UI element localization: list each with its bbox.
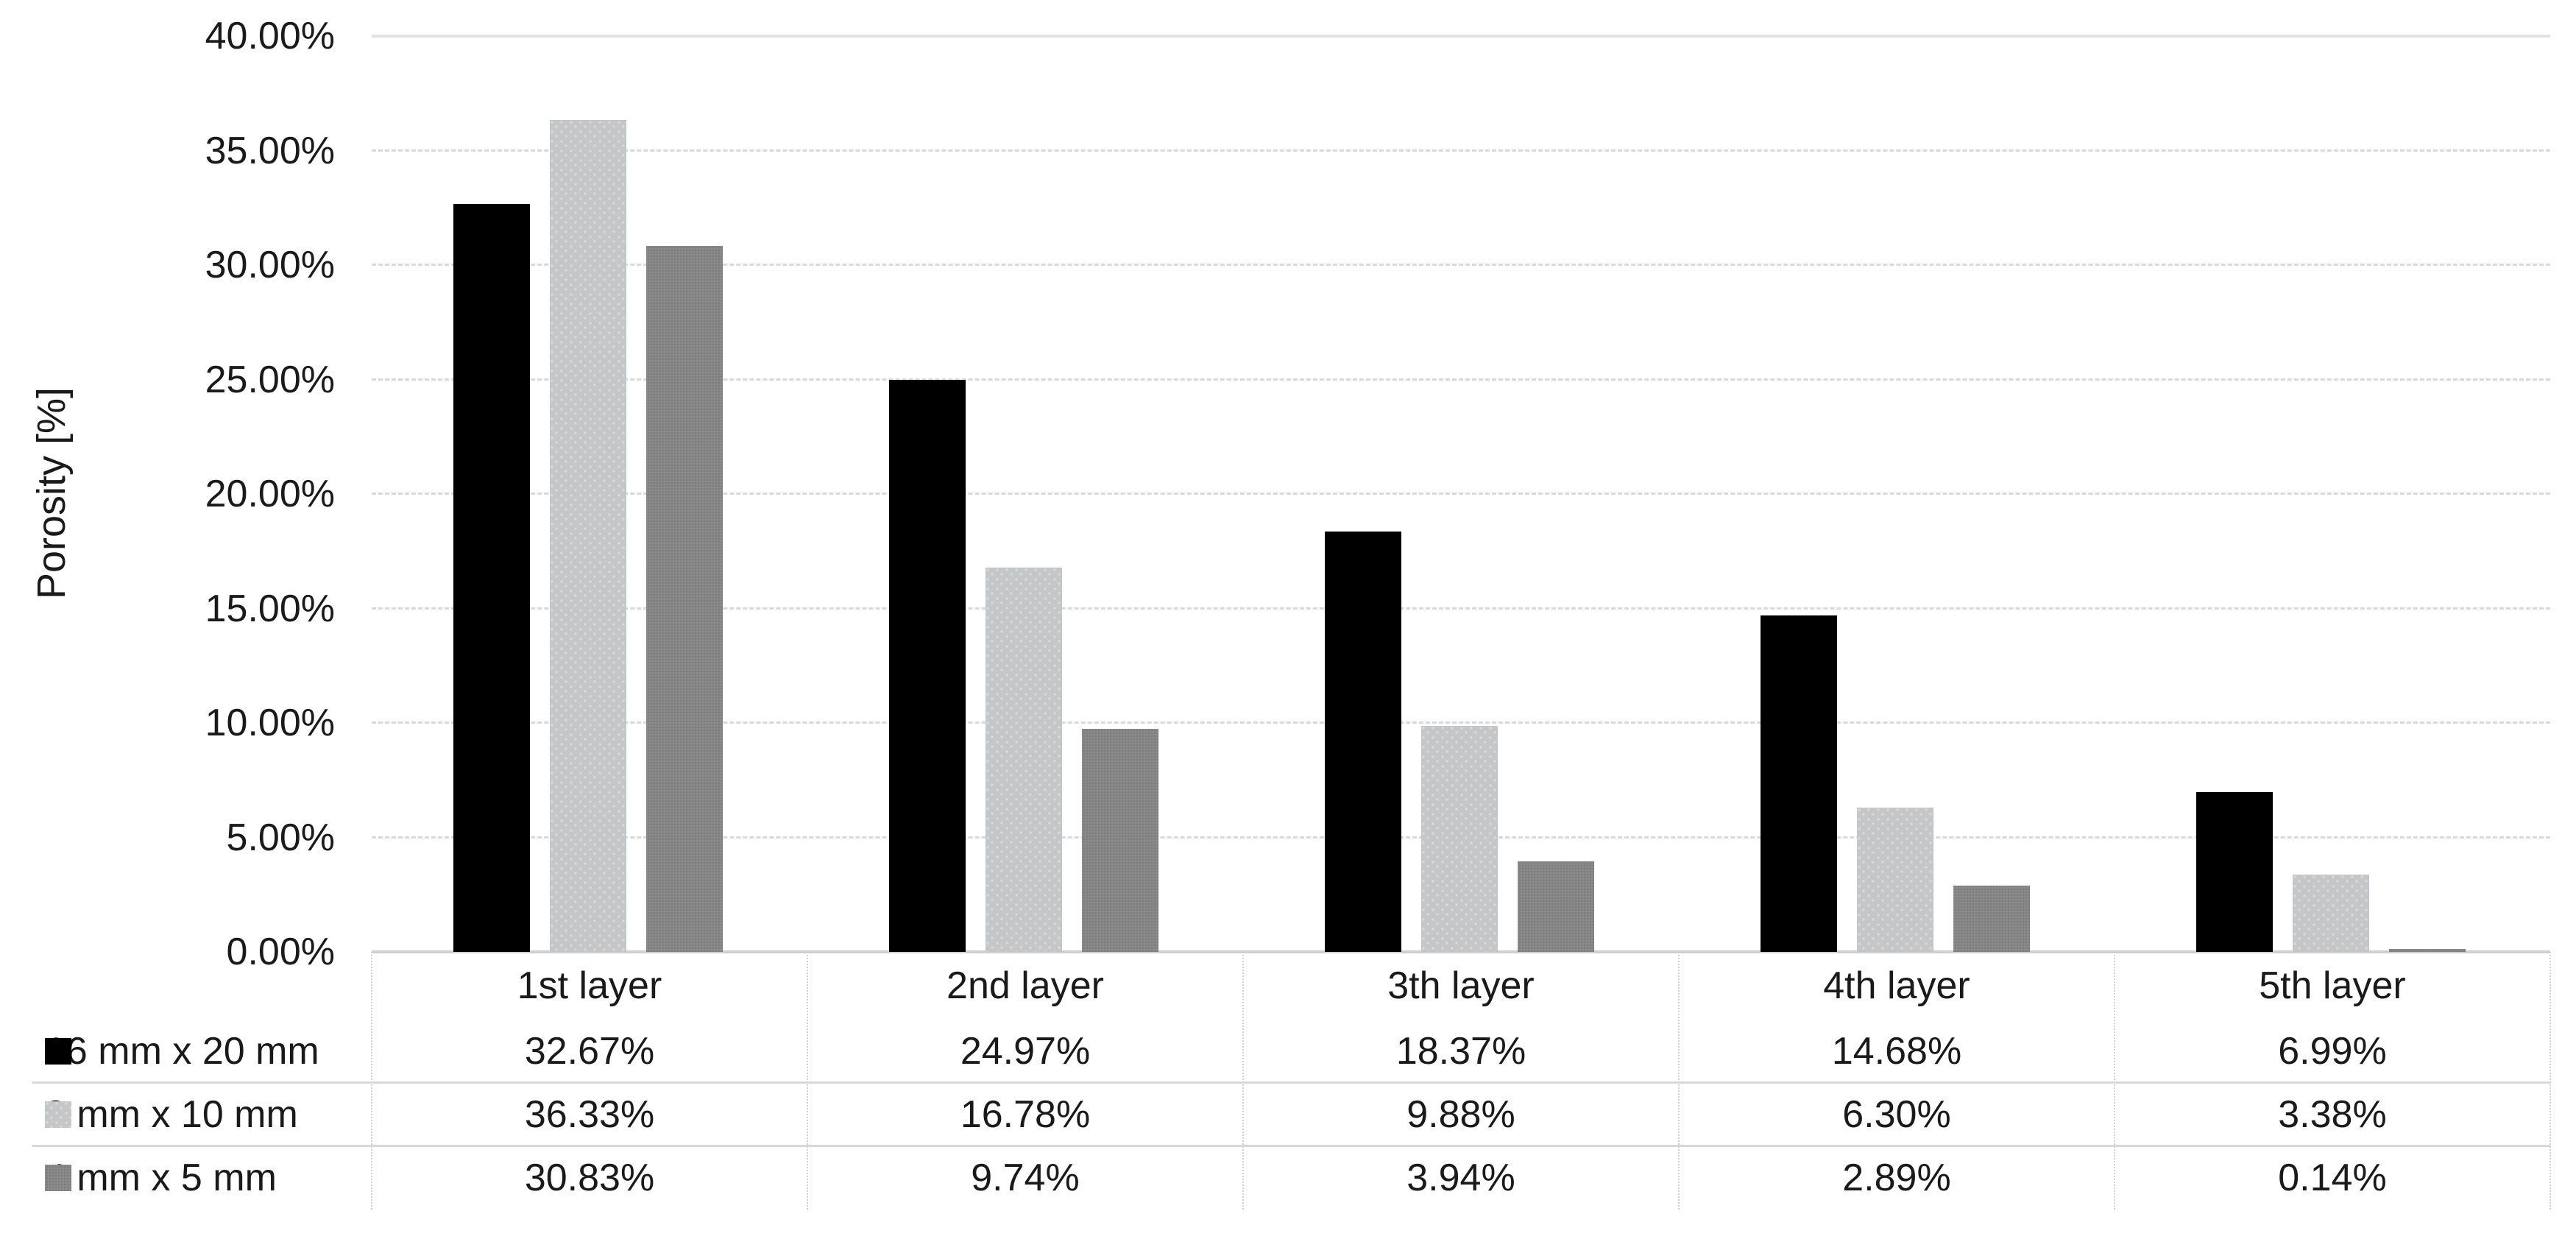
bar-8mmx10mm-1stlayer bbox=[550, 120, 626, 952]
x-axis-line bbox=[372, 950, 2550, 953]
table-column-separator bbox=[807, 952, 808, 1210]
bar-8mmx10mm-2ndlayer bbox=[986, 568, 1062, 952]
legend-swatch-icon bbox=[45, 1038, 71, 1065]
table-value-cell: 14.68% bbox=[1831, 1030, 1962, 1073]
category-header-2: 2nd layer bbox=[946, 964, 1104, 1007]
table-value-cell: 0.14% bbox=[2278, 1157, 2387, 1199]
y-axis-tick-label: 35.00% bbox=[205, 129, 335, 172]
bar-4mmx5mm-5thlayer bbox=[2389, 949, 2466, 952]
y-axis-tick-label: 30.00% bbox=[205, 244, 335, 286]
bar-16mmx20mm-5thlayer bbox=[2196, 792, 2273, 952]
y-gridline bbox=[372, 378, 2550, 381]
table-value-cell: 18.37% bbox=[1395, 1030, 1526, 1073]
bar-16mmx20mm-3thlayer bbox=[1325, 532, 1401, 952]
y-axis-tick-label: 5.00% bbox=[226, 816, 335, 859]
y-axis-tick-label: 40.00% bbox=[205, 15, 335, 57]
legend-series-name: 16 mm x 20 mm bbox=[45, 1030, 319, 1073]
bar-4mmx5mm-4thlayer bbox=[1953, 886, 2030, 952]
table-value-cell: 2.89% bbox=[1842, 1157, 1951, 1199]
category-header-1: 1st layer bbox=[517, 964, 662, 1007]
y-axis-title: Porosity [%] bbox=[29, 386, 74, 600]
table-value-cell: 16.78% bbox=[960, 1093, 1091, 1136]
table-value-cell: 32.67% bbox=[524, 1030, 655, 1073]
y-gridline bbox=[372, 264, 2550, 266]
category-header-3: 3th layer bbox=[1387, 964, 1535, 1007]
bar-8mmx10mm-3thlayer bbox=[1421, 726, 1498, 952]
category-header-5: 5th layer bbox=[2259, 964, 2406, 1007]
legend-row-2: 8 mm x 10 mm bbox=[45, 1083, 372, 1146]
table-value-cell: 6.99% bbox=[2278, 1030, 2387, 1073]
y-axis-tick-label: 10.00% bbox=[205, 702, 335, 744]
legend-row-3: 4 mm x 5 mm bbox=[45, 1146, 372, 1210]
bar-8mmx10mm-4thlayer bbox=[1857, 808, 1933, 952]
y-gridline bbox=[372, 607, 2550, 610]
legend-swatch-icon bbox=[45, 1101, 71, 1128]
table-row-separator bbox=[32, 1081, 2550, 1084]
bar-16mmx20mm-2ndlayer bbox=[889, 380, 966, 952]
table-column-separator bbox=[2114, 952, 2115, 1210]
bar-16mmx20mm-1stlayer bbox=[453, 204, 530, 952]
y-gridline bbox=[372, 493, 2550, 495]
y-axis-tick-label: 15.00% bbox=[205, 587, 335, 630]
y-axis-tick-label: 25.00% bbox=[205, 358, 335, 401]
legend-row-1: 16 mm x 20 mm bbox=[45, 1020, 372, 1083]
bar-16mmx20mm-4thlayer bbox=[1761, 615, 1837, 952]
table-column-separator bbox=[1242, 952, 1244, 1210]
table-row-separator bbox=[32, 1145, 2550, 1147]
y-axis-tick-label: 0.00% bbox=[226, 931, 335, 973]
table-column-separator bbox=[2550, 952, 2551, 1210]
y-gridline bbox=[372, 149, 2550, 152]
table-value-cell: 9.88% bbox=[1406, 1093, 1515, 1136]
y-axis-tick-label: 20.00% bbox=[205, 473, 335, 515]
table-value-cell: 3.94% bbox=[1406, 1157, 1515, 1199]
table-value-cell: 9.74% bbox=[971, 1157, 1080, 1199]
bar-4mmx5mm-3thlayer bbox=[1518, 861, 1594, 952]
table-value-cell: 6.30% bbox=[1842, 1093, 1951, 1136]
legend-swatch-icon bbox=[45, 1165, 71, 1191]
table-column-separator bbox=[371, 952, 372, 1210]
bar-8mmx10mm-5thlayer bbox=[2293, 875, 2369, 952]
y-gridline bbox=[372, 35, 2550, 38]
bar-4mmx5mm-1stlayer bbox=[646, 246, 723, 952]
table-value-cell: 3.38% bbox=[2278, 1093, 2387, 1136]
legend-series-name: 8 mm x 10 mm bbox=[45, 1093, 298, 1136]
table-value-cell: 24.97% bbox=[960, 1030, 1091, 1073]
table-value-cell: 30.83% bbox=[524, 1157, 655, 1199]
legend-series-name: 4 mm x 5 mm bbox=[45, 1157, 277, 1199]
table-column-separator bbox=[1678, 952, 1680, 1210]
category-header-4: 4th layer bbox=[1823, 964, 1970, 1007]
bar-4mmx5mm-2ndlayer bbox=[1082, 729, 1158, 952]
table-value-cell: 36.33% bbox=[524, 1093, 655, 1136]
y-gridline bbox=[372, 721, 2550, 724]
